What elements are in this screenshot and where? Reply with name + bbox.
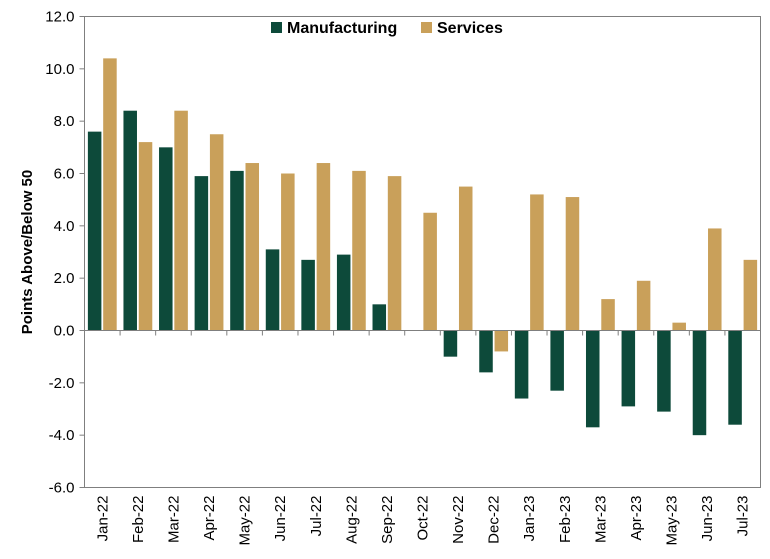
x-tick-label: Jun-23	[699, 496, 716, 542]
bar-services-mar-23	[601, 299, 615, 331]
bar-manufacturing-feb-23	[550, 330, 564, 391]
x-tick-label: Jun-22	[272, 496, 289, 542]
x-tick-label: Dec-22	[486, 496, 503, 544]
x-tick-label: Jul-23	[735, 496, 752, 537]
bar-manufacturing-may-22	[230, 170, 244, 331]
x-tick-label: Apr-23	[628, 496, 645, 541]
bar-manufacturing-aug-22	[336, 254, 351, 331]
bar-manufacturing-feb-22	[123, 110, 137, 331]
bar-services-nov-22	[458, 186, 473, 331]
plot-frame	[84, 16, 761, 488]
bar-services-sep-22	[387, 176, 402, 331]
x-tick-label: Feb-23	[557, 496, 574, 544]
bar-services-jul-22	[316, 163, 331, 331]
y-tick-label: 12.0	[45, 9, 74, 26]
bar-manufacturing-jul-22	[301, 259, 315, 331]
y-tick-label: -4.0	[49, 427, 75, 444]
y-tick-label: 10.0	[45, 61, 74, 78]
x-tick-label: Jan-23	[521, 496, 538, 542]
bar-services-feb-23	[565, 197, 580, 331]
x-tick-label: Aug-22	[343, 496, 360, 544]
x-axis: Jan-22 Feb-22 Mar-22 Apr-22 May-22 Jun-22 Jul-…	[84, 330, 761, 546]
x-tick-label: Jan-22	[94, 496, 111, 542]
bar-services-may-23	[672, 322, 686, 331]
bar-services-feb-22	[138, 142, 153, 331]
bar-manufacturing-jun-23	[692, 330, 707, 436]
bar-services-oct-22	[423, 212, 437, 331]
bar-services-apr-22	[209, 134, 224, 331]
y-axis-title: Points Above/Below 50	[19, 170, 36, 334]
y-tick-label: -2.0	[49, 375, 75, 392]
x-tick-label: May-22	[237, 496, 254, 546]
legend-swatch-services	[421, 22, 432, 33]
bar-services-jul-23	[743, 259, 758, 331]
legend-swatch-manufacturing	[271, 22, 282, 33]
y-tick-label: -6.0	[49, 480, 75, 497]
bar-services-jun-22	[281, 173, 295, 331]
x-tick-label: Nov-22	[450, 496, 467, 544]
x-tick-label: May-23	[664, 496, 681, 546]
bar-manufacturing-may-23	[657, 330, 671, 412]
x-tick-label: Apr-22	[201, 496, 218, 541]
bar-services-mar-22	[174, 110, 188, 331]
legend-label-services: Services	[437, 20, 503, 37]
bar-manufacturing-sep-22	[372, 304, 387, 331]
x-tick-label: Sep-22	[379, 496, 396, 544]
x-tick-label: Jul-22	[308, 496, 325, 537]
y-tick-label: 0.0	[54, 323, 75, 340]
legend-label-manufacturing: Manufacturing	[287, 20, 397, 37]
bar-manufacturing-mar-23	[585, 330, 600, 428]
y-tick-label: 4.0	[54, 218, 75, 235]
bar-services-jan-22	[103, 58, 117, 331]
x-tick-label: Feb-22	[130, 496, 147, 544]
bar-services-jan-23	[530, 194, 544, 331]
bar-services-aug-22	[352, 170, 366, 331]
y-tick-label: 2.0	[54, 270, 75, 287]
bar-manufacturing-apr-22	[194, 176, 209, 331]
y-tick-label: 6.0	[54, 166, 75, 183]
bar-services-jun-23	[708, 228, 722, 331]
bars	[87, 58, 758, 436]
bar-services-may-22	[245, 163, 260, 331]
bar-manufacturing-jun-22	[265, 249, 280, 331]
bar-manufacturing-jan-23	[514, 330, 529, 399]
y-axis: 12.0 10.0 8.0 6.0 4.0 2.0 0.0 -2.0 -4.0 -6.0	[45, 9, 85, 497]
x-tick-label: Mar-22	[165, 496, 182, 544]
bar-manufacturing-apr-23	[621, 330, 636, 407]
bar-services-apr-23	[636, 280, 651, 331]
y-tick-label: 8.0	[54, 113, 75, 130]
legend: Manufacturing Services	[271, 20, 503, 37]
bar-services-dec-22	[494, 330, 509, 352]
x-tick-label: Oct-22	[415, 496, 432, 541]
bar-manufacturing-jul-23	[728, 330, 742, 425]
bar-manufacturing-dec-22	[479, 330, 493, 373]
bar-manufacturing-jan-22	[87, 131, 102, 331]
x-tick-label: Mar-23	[592, 496, 609, 544]
bar-manufacturing-mar-22	[159, 147, 173, 331]
bar-manufacturing-nov-22	[443, 330, 458, 357]
